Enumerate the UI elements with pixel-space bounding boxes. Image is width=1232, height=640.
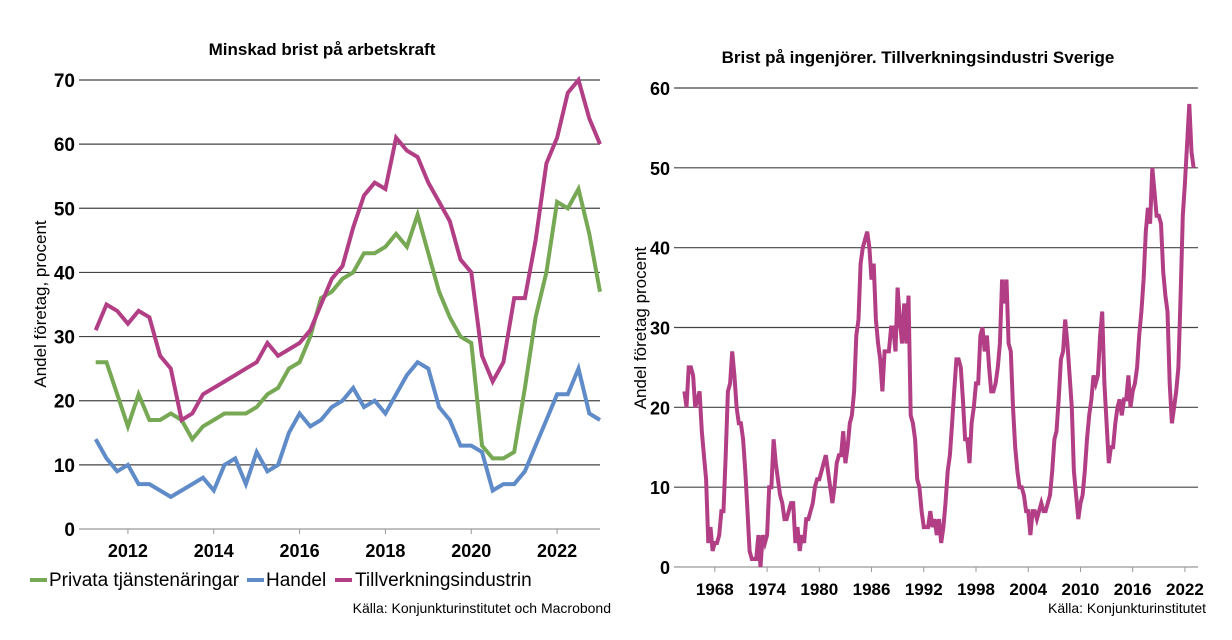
x-tick-label: 1980 (800, 580, 838, 599)
x-tick-label: 1998 (957, 580, 995, 599)
legend-label-tillverkning: Tillverkningsindustrin (355, 570, 532, 591)
x-tick-label: 2022 (1166, 580, 1204, 599)
left-source-note: Källa: Konjunkturinstitutet och Macrobon… (353, 600, 611, 616)
legend-item-handel[interactable]: Handel (247, 570, 326, 591)
right-chart-title: Brist på ingenjörer. Tillverkningsindust… (722, 48, 1115, 67)
y-tick-label: 60 (54, 135, 75, 156)
series-line-privata-tjänstenäringar (95, 183, 602, 461)
y-tick-label: 30 (650, 319, 670, 339)
x-tick-label: 1968 (696, 580, 734, 599)
x-tick-label: 2014 (194, 541, 234, 561)
legend-label-privata: Privata tjänstenäringar (49, 570, 240, 591)
y-tick-label: 30 (54, 328, 75, 349)
right-y-tick-labels: 0 10 20 30 40 50 60 (650, 79, 670, 578)
y-tick-label: 0 (660, 558, 670, 578)
x-tick-label: 1986 (853, 580, 891, 599)
x-tick-label: 1992 (905, 580, 943, 599)
legend-item-privata[interactable]: Privata tjänstenäringar (30, 570, 240, 591)
legend-swatch-tillverkning (335, 578, 352, 582)
right-y-axis-label: Andel företag procent (631, 246, 650, 409)
y-tick-label: 20 (54, 392, 75, 413)
right-x-tick-labels: 1968 1974 1980 1986 1992 1998 2004 2010 2016 2022 (696, 567, 1204, 599)
y-tick-label: 0 (64, 520, 75, 541)
x-tick-label: 2010 (1062, 580, 1100, 599)
x-tick-label: 1974 (748, 580, 786, 599)
series-line-tillverkningsindustri (682, 103, 1196, 568)
x-tick-label: 2012 (108, 541, 148, 561)
y-tick-label: 40 (650, 239, 670, 259)
left-y-tick-labels: 0 10 20 30 40 50 60 70 (54, 71, 75, 541)
x-tick-label: 2016 (1114, 580, 1152, 599)
right-gridlines (674, 87, 1198, 568)
y-tick-label: 10 (650, 478, 670, 498)
y-tick-label: 50 (650, 159, 670, 179)
right-source-note: Källa: Konjunkturinstitutet (1048, 600, 1206, 616)
right-series-lines (682, 103, 1196, 568)
left-gridlines (79, 79, 600, 530)
left-y-axis-label: Andel företag, procent (31, 220, 50, 388)
x-tick-label: 2004 (1009, 580, 1047, 599)
right-chart: Brist på ingenjörer. Tillverkningsindust… (631, 48, 1206, 616)
x-tick-label: 2016 (280, 541, 320, 561)
x-tick-label: 2022 (537, 541, 577, 561)
legend-swatch-handel (247, 578, 264, 582)
legend-swatch-privata (30, 578, 47, 582)
legend-item-tillverkning[interactable]: Tillverkningsindustrin (335, 570, 532, 591)
y-tick-label: 50 (54, 199, 75, 220)
y-tick-label: 20 (650, 398, 670, 418)
left-chart-title: Minskad brist på arbetskraft (209, 40, 436, 59)
y-tick-label: 40 (54, 263, 75, 284)
y-tick-label: 70 (54, 71, 75, 92)
left-chart: Minskad brist på arbetskraft 0 10 20 30 40 50… (30, 40, 611, 616)
series-line-handel (93, 359, 602, 500)
series-line-tillverkningsindustrin (93, 75, 602, 424)
left-x-tick-labels: 2012 2014 2016 2018 2020 2022 (108, 529, 577, 561)
legend: Privata tjänstenäringar Handel Tillverkn… (30, 570, 532, 591)
x-tick-label: 2018 (365, 541, 405, 561)
y-tick-label: 10 (54, 456, 75, 477)
left-series-lines (93, 75, 602, 500)
legend-label-handel: Handel (266, 570, 326, 591)
x-tick-label: 2020 (451, 541, 491, 561)
y-tick-label: 60 (650, 79, 670, 99)
